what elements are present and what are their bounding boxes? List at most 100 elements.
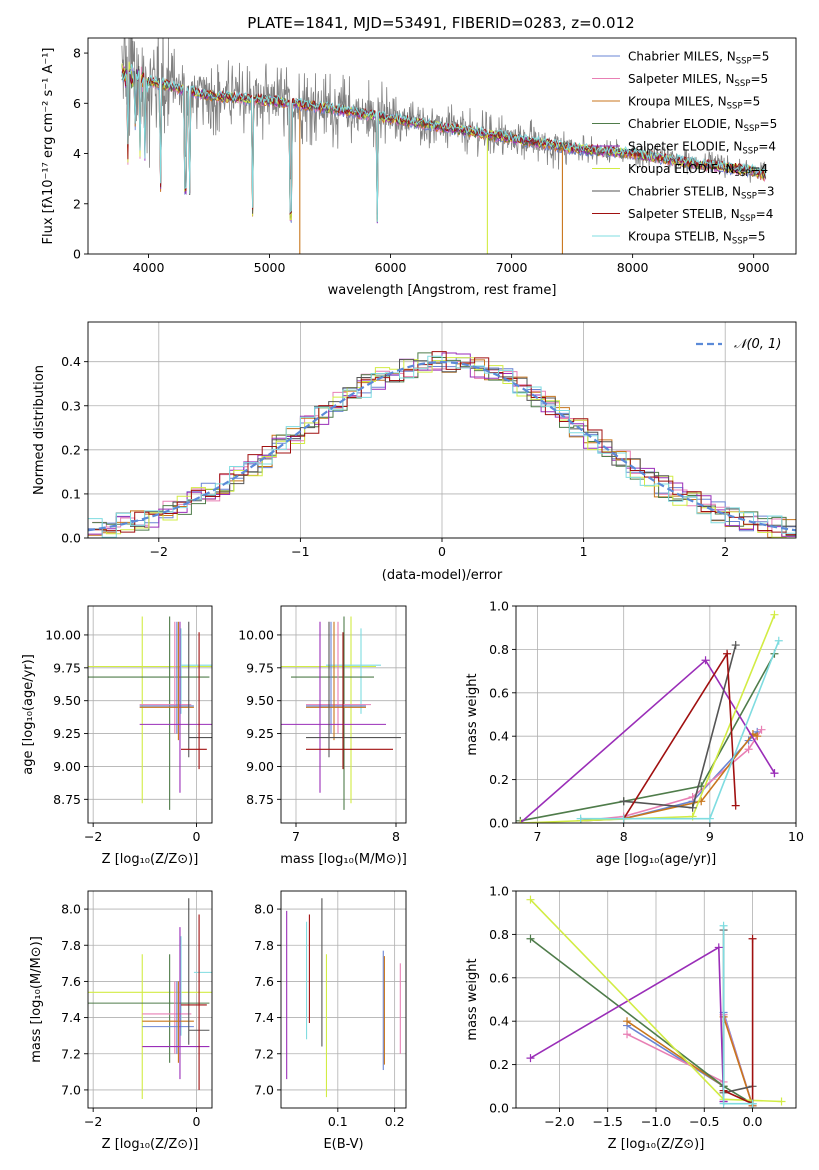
tick-label-y: 0.3 [61,398,81,413]
tick-label-x: 7 [534,829,542,844]
errorbar-kroupa_stelib [326,628,381,714]
plot-area-residuals [87,351,797,539]
tick-label-x: 7 [292,829,300,844]
tick-label-x: 0.1 [328,1114,348,1129]
x-axis-label: mass [log₁₀(M/M⊙)] [280,852,407,867]
legend-subscript: SSP [741,192,757,202]
tick-label-x: −2 [84,1114,102,1129]
axes-frame [280,605,407,824]
tick-label-y: 0.8 [489,642,509,657]
series-line [580,640,780,820]
series-marker [619,797,628,806]
errorbar-salpeter_stelib [181,914,207,1090]
axis-frame-spectrum: 4000 5000 6000 7000 8000 9000 0 2 4 6 8 wavelength … [41,37,797,298]
axis-frame-mass_vs_Z: −2 0 7.0 7.2 7.4 7.6 7.8 8.0 Z [log₁₀(Z/Z⊙)] mass… [29,890,213,1152]
legend-text: Kroupa STELIB, N [628,230,732,244]
tick-label-y: 9.00 [53,759,81,774]
tick-label-y: 0.2 [489,1057,509,1072]
tick-label-y: 2 [73,196,81,211]
plot-area-mass_vs_ebv [286,898,401,1098]
errorbar-kroupa_miles [139,621,194,741]
legend-text: Chabrier MILES, N [628,50,736,64]
errorbar-salpeter_elodie [139,621,212,793]
tick-label-y: 0.2 [489,772,509,787]
series-marker [770,769,779,778]
histogram-chabrier_elodie [92,352,796,537]
tick-label-y: 10.00 [238,627,274,642]
series-marker [714,943,723,952]
axis-frame-residuals: −2 −1 0 1 2 0.0 0.1 0.2 0.3 0.4 (data-model)/error… [32,321,797,583]
x-axis-label: Z [log₁₀(Z/Z⊙)] [608,1137,705,1152]
series-line [520,614,776,823]
errorbar-salpeter_elodie [281,621,386,793]
series-marker [723,649,732,658]
errorbar-salpeter_stelib [306,632,393,770]
y-axis-label: Flux [fλ10⁻¹⁷ erg cm⁻² s⁻¹ A⁻¹] [41,48,56,245]
chart-title: PLATE=1841, MJD=53491, FIBERID=0283, z=0… [247,14,634,32]
axes-frame [87,890,213,1109]
legend-subscript: SSP [736,57,752,67]
legend-text: Kroupa ELODIE, N [628,162,735,176]
tick-label-x: 2 [721,544,729,559]
legend-text: =3 [757,185,775,199]
y-axis-label: age [log₁₀(age/yr)] [21,654,36,775]
normal-distribution-curve [87,360,797,532]
tick-label-y: 7.6 [61,974,81,989]
tick-label-y: 8.75 [53,792,81,807]
tick-label-y: 7.8 [254,938,274,953]
tick-label-y: 0.4 [489,729,509,744]
series-marker [757,725,766,734]
legend-text: =4 [750,162,768,176]
legend-entry-kroupa_miles: Kroupa MILES, NSSP=5 [628,95,760,112]
tick-label-y: 7.8 [61,938,81,953]
legend-text: Chabrier ELODIE, N [628,117,744,131]
tick-label-x: 0.2 [385,1114,405,1129]
series-line [722,925,753,1105]
errorbar-salpeter_miles [139,621,192,734]
tick-label-y: 0.0 [61,531,81,546]
errorbar-chabrier_elodie [291,616,374,810]
tick-label-x: −2 [150,544,168,559]
tick-label-y: 9.00 [246,759,274,774]
series-marker [516,819,525,823]
tick-label-y: 10.00 [45,627,81,642]
series-line [520,653,776,822]
series-kroupa_stelib [719,921,757,1108]
tick-label-x: 4000 [133,260,165,275]
tick-label-y: 0.8 [489,927,509,942]
tick-label-y: 8 [73,46,81,61]
tick-label-x: 0.0 [743,1114,763,1129]
legend-subscript: SSP [732,237,748,247]
legend-subscript: SSP [742,147,758,157]
series-marker [705,814,714,823]
tick-label-x: −2.0 [544,1114,574,1129]
tick-label-y: 0.0 [489,1101,509,1116]
tick-label-y: 7.0 [254,1082,274,1097]
tick-label-y: 8.75 [246,792,274,807]
tick-label-x: 8 [392,829,400,844]
errorbar-salpeter_stelib [181,632,207,770]
tick-label-x: 0 [193,1114,201,1129]
tick-label-x: 0 [193,829,201,844]
legend-text: =4 [756,207,774,221]
tick-label-x: −2 [84,829,102,844]
axis-frame-age_vs_mass: 7 8 8.75 9.00 9.25 9.50 9.75 10.00 mass [log₁₀(M… [238,605,407,867]
tick-label-x: 1 [580,544,588,559]
tick-label-x: 9 [706,829,714,844]
histogram-salpeter_stelib [92,351,796,536]
tick-label-y: 4 [73,146,81,161]
axes-frame [87,605,213,824]
legend-subscript: SSP [735,169,751,179]
errorbar-chabrier_miles [139,621,194,734]
axes-frame [87,37,797,255]
legend-residuals: 𝒩(0, 1) [696,337,781,352]
legend-text: Salpeter STELIB, N [628,207,740,221]
legend-subscript: SSP [740,214,756,224]
tick-label-y: 7.0 [61,1082,81,1097]
tick-label-y: 0.2 [61,442,81,457]
tick-label-y: 0.6 [489,685,509,700]
tick-label-x: −0.5 [689,1114,719,1129]
tick-label-y: 9.25 [53,726,81,741]
errorbar-chabrier_stelib [306,621,401,758]
tick-label-y: 1.0 [489,599,509,614]
